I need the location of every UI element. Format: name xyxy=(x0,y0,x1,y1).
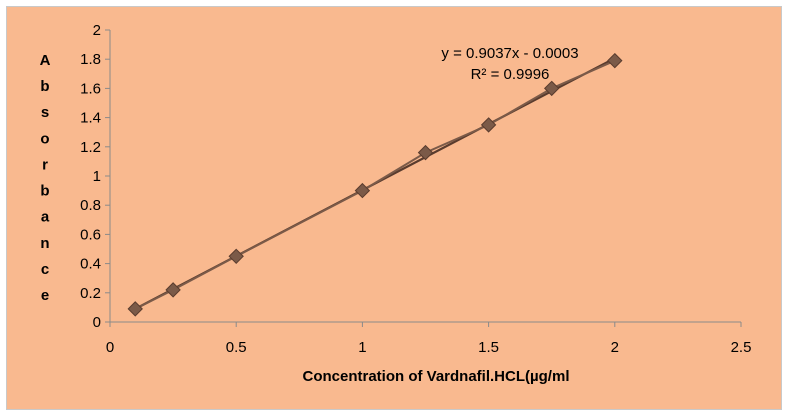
data-point xyxy=(480,117,497,133)
y-axis-title-letter: n xyxy=(40,235,49,252)
series xyxy=(127,52,623,317)
y-axis-title-letter: e xyxy=(41,287,49,304)
axes xyxy=(105,29,742,327)
y-tick-label: 1.6 xyxy=(80,80,101,97)
y-tick-label: 0 xyxy=(93,314,101,331)
data-point xyxy=(228,248,244,265)
y-tick-label: 1.8 xyxy=(80,51,101,68)
y-axis-title-letter: o xyxy=(40,130,49,147)
x-tick-label: 0.5 xyxy=(226,339,247,356)
y-axis-title-letter: b xyxy=(40,183,49,200)
data-point xyxy=(543,80,560,97)
x-axis-title: Concentration of Vardnafil.HCL(µg/ml xyxy=(303,368,570,385)
y-axis-title-letter: b xyxy=(40,78,49,95)
x-tick-label: 1 xyxy=(358,339,366,356)
x-tick-label: 2 xyxy=(611,339,619,356)
y-axis-title-letter: c xyxy=(41,261,49,278)
y-tick-label: 0.4 xyxy=(80,256,101,273)
trendline-equation: y = 0.9037x - 0.0003 xyxy=(441,45,578,62)
data-point xyxy=(165,282,181,298)
y-axis-title-letter: s xyxy=(41,104,49,121)
data-point xyxy=(127,301,143,317)
y-axis-title-letter: A xyxy=(40,52,51,69)
r-squared-label: R² = 0.9996 xyxy=(471,66,550,83)
y-tick-label: 0.2 xyxy=(80,285,101,302)
y-tick-label: 1.4 xyxy=(80,110,101,127)
y-axis-title-letter: a xyxy=(41,209,50,226)
series-line xyxy=(134,59,616,310)
y-tick-label: 0.8 xyxy=(80,197,101,214)
data-point xyxy=(354,182,371,199)
data-point xyxy=(607,52,623,69)
y-axis-title-letter: r xyxy=(42,156,48,173)
y-tick-label: 0.6 xyxy=(80,226,101,243)
x-tick-label: 0 xyxy=(106,339,114,356)
x-tick-label: 1.5 xyxy=(478,339,499,356)
y-tick-label: 2 xyxy=(93,22,101,39)
y-tick-label: 1.2 xyxy=(80,139,101,156)
x-tick-label: 2.5 xyxy=(731,339,752,356)
y-tick-label: 1 xyxy=(93,168,101,185)
tick-labels: 0 0.2 0.4 0.6 0.8 1 1.2 1.4 1.6 1.8 2 0 0.5 1 1.5 2 2.5 xyxy=(80,22,751,356)
data-point xyxy=(417,144,434,161)
chart-area xyxy=(6,6,782,410)
